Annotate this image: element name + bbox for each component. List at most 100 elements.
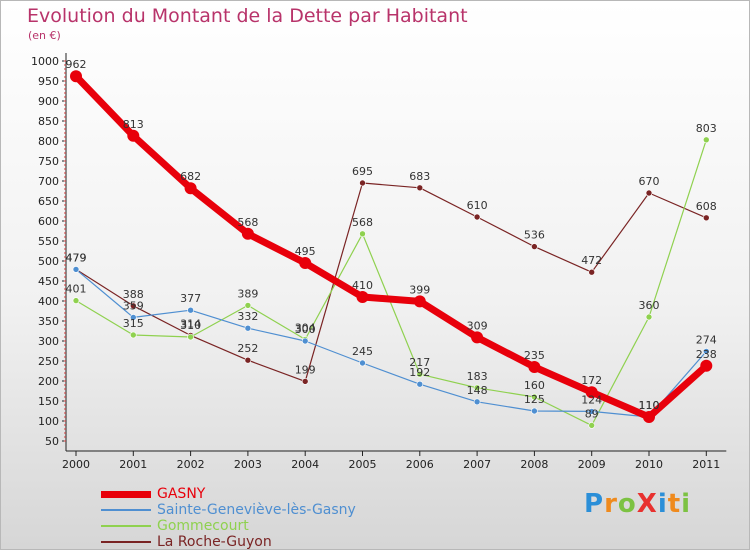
proxiti-logo: ProXiti [584,489,691,519]
data-label: 683 [409,170,430,183]
x-tick-label: 2010 [635,458,663,471]
data-point [473,398,481,406]
data-point [244,302,252,309]
x-tick-label: 2006 [406,458,434,471]
legend-swatch [101,525,151,527]
data-label: 568 [237,216,258,229]
y-tick-label: 300 [38,335,59,348]
data-label: 399 [409,283,430,296]
data-label: 610 [467,199,488,212]
logo-letter: X [636,489,658,519]
data-label: 110 [639,399,660,412]
legend-swatch [101,541,151,543]
data-label: 410 [352,279,373,292]
data-point [588,408,596,415]
data-point [702,348,710,355]
data-label: 160 [524,379,545,392]
data-label: 962 [66,58,87,71]
data-label: 803 [696,122,717,135]
data-point [70,70,82,83]
data-label: 89 [585,407,599,420]
y-tick-label: 650 [38,195,59,208]
x-tick-label: 2003 [234,458,262,471]
legend-swatch [101,490,151,498]
data-label: 309 [467,319,488,332]
data-point [127,129,140,142]
data-label: 310 [180,319,201,332]
y-tick-label: 600 [38,215,59,228]
y-tick-label: 100 [38,415,59,428]
data-point [645,189,653,197]
data-point [416,370,424,378]
data-label: 813 [123,118,144,131]
data-point [130,302,137,310]
data-point [184,182,197,195]
y-tick-label: 50 [45,435,59,448]
data-point [301,337,309,345]
data-label: 245 [352,345,373,358]
data-label: 217 [409,356,430,369]
y-tick-label: 800 [38,135,59,148]
data-point [531,243,538,250]
logo-letter: i [657,489,668,519]
data-point [413,295,426,308]
series-line-sainte-genevi-ve-l-s-gasny [75,268,707,418]
legend-item: GASNY [101,486,356,502]
series-line-gasny [72,72,710,421]
data-point [643,411,655,423]
y-tick-label: 750 [38,155,59,168]
legend-label: La Roche-Guyon [157,534,272,550]
data-point [359,179,366,187]
legend-item: La Roche-Guyon [101,534,356,550]
data-label: 472 [581,254,602,267]
data-point [700,359,713,372]
x-tick-label: 2005 [349,458,377,471]
data-label: 110 [639,399,660,412]
data-label: 388 [123,288,144,301]
series-line-gommecourt [75,139,707,426]
data-point [531,393,538,401]
x-tick-label: 2008 [520,458,548,471]
data-label: 401 [66,283,87,296]
y-tick-label: 200 [38,375,59,388]
data-point [416,380,424,388]
y-tick-label: 550 [38,235,59,248]
data-point [531,407,538,415]
data-point [473,213,481,221]
data-label: 314 [180,317,201,330]
data-point [702,214,710,222]
data-point [702,136,710,144]
data-point [241,227,254,240]
data-label: 274 [696,333,717,346]
data-point [588,422,596,429]
data-label: 315 [123,317,144,330]
data-label: 124 [581,393,602,406]
data-point [187,306,194,314]
data-label: 536 [524,229,545,242]
data-label: 192 [409,366,430,379]
data-label: 695 [352,165,373,178]
x-tick-label: 2001 [119,458,147,471]
data-label: 359 [123,299,144,312]
y-tick-label: 500 [38,255,59,268]
logo-letter: r [604,489,618,519]
x-tick-label: 2009 [578,458,606,471]
legend-label: Gommecourt [157,518,249,534]
data-point [585,386,598,399]
data-point [244,356,252,364]
data-label: 300 [295,323,316,336]
data-point [356,291,369,303]
data-point [645,313,653,321]
logo-letter: i [681,489,692,519]
logo-letter: P [584,489,605,519]
logo-letter: t [667,489,682,519]
y-tick-label: 950 [38,75,59,88]
y-tick-label: 700 [38,175,59,188]
x-tick-label: 2004 [291,458,319,471]
data-point [187,333,194,341]
legend-label: GASNY [157,486,206,502]
legend-item: Sainte-Geneviève-lès-Gasny [101,502,356,518]
data-label: 125 [524,393,545,406]
chart-legend: GASNY Sainte-Geneviève-lès-Gasny Gommecour… [101,486,356,550]
chart-subtitle: (en €) [28,29,61,42]
